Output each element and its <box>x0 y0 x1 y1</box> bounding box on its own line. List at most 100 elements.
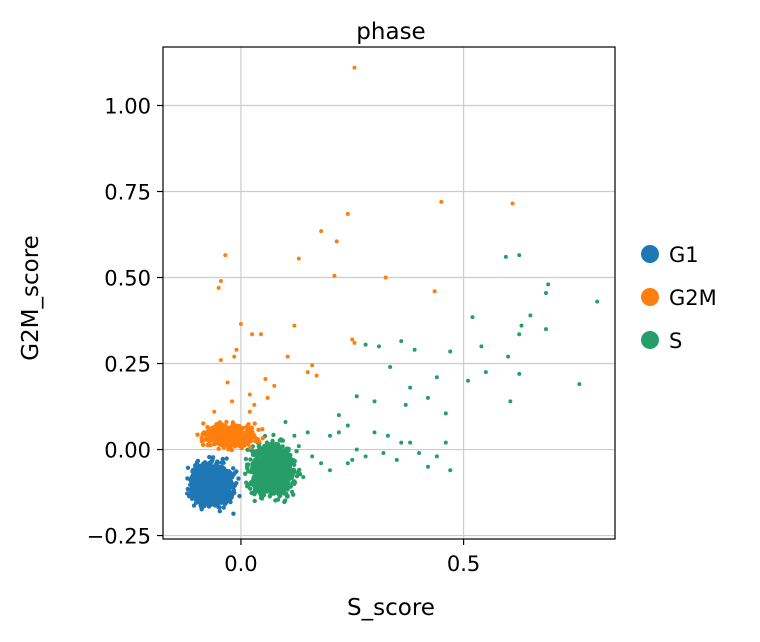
point-s <box>263 487 268 493</box>
point-s <box>287 464 292 469</box>
point-g2m <box>285 354 290 359</box>
point-s <box>259 496 265 501</box>
point-s <box>345 461 350 466</box>
point-g2m <box>234 433 240 439</box>
point-g2m <box>248 439 254 444</box>
point-s <box>546 282 551 287</box>
point-g2m <box>237 429 242 434</box>
point-s <box>434 454 439 459</box>
point-g2m <box>248 445 253 450</box>
point-s <box>345 423 350 428</box>
point-s <box>354 394 359 399</box>
point-s <box>247 486 253 491</box>
point-g2m <box>310 363 315 368</box>
x-axis-ticks: 0.0 0.5 <box>224 539 480 576</box>
point-s <box>284 452 289 458</box>
point-g1 <box>236 476 241 481</box>
point-g2m <box>227 427 233 433</box>
point-g1 <box>219 471 225 476</box>
point-g1 <box>198 463 203 469</box>
point-g1 <box>185 491 190 496</box>
point-g2m <box>247 409 252 414</box>
point-g2m <box>352 65 357 70</box>
point-s <box>292 481 297 486</box>
point-g1 <box>205 470 210 476</box>
point-g2m <box>439 199 444 204</box>
point-s <box>245 466 250 471</box>
point-g1 <box>204 487 209 493</box>
point-g2m <box>260 426 265 432</box>
point-s <box>261 447 267 452</box>
point-g2m <box>305 370 310 375</box>
point-g2m <box>247 392 252 397</box>
point-g1 <box>222 501 227 507</box>
legend-marker-g1 <box>641 245 659 263</box>
point-g1 <box>216 493 222 498</box>
point-s <box>354 447 359 452</box>
point-g1 <box>226 469 231 474</box>
point-g1 <box>195 458 201 464</box>
point-g2m <box>345 211 350 216</box>
point-g2m <box>230 399 235 404</box>
point-g2m <box>223 253 228 258</box>
point-g1 <box>196 470 201 475</box>
point-s <box>261 483 267 489</box>
point-g1 <box>189 475 194 480</box>
point-s <box>284 493 290 499</box>
point-s <box>266 487 272 492</box>
point-g1 <box>185 486 190 492</box>
point-g2m <box>256 439 261 444</box>
point-g2m <box>260 435 265 441</box>
point-g1 <box>229 479 234 485</box>
point-g1 <box>211 486 217 492</box>
point-s <box>425 395 430 400</box>
point-g2m <box>292 323 297 328</box>
point-s <box>296 444 301 449</box>
point-g2m <box>220 427 226 432</box>
point-g2m <box>332 273 337 278</box>
point-s <box>448 349 453 354</box>
point-s <box>274 467 279 472</box>
y-tick-label: 0.50 <box>104 267 151 291</box>
point-s <box>244 462 250 467</box>
point-g1 <box>212 469 217 475</box>
point-g1 <box>210 455 216 460</box>
point-g1 <box>188 482 193 487</box>
point-s <box>255 457 261 463</box>
point-g2m <box>225 380 230 385</box>
point-s <box>517 332 522 337</box>
legend-label-g1: G1 <box>669 243 699 267</box>
point-s <box>508 399 513 404</box>
x-axis-label: S_score <box>347 595 435 621</box>
point-g2m <box>232 425 237 430</box>
legend-label-g2m: G2M <box>669 286 717 310</box>
point-g2m <box>238 321 243 326</box>
point-s <box>270 438 275 444</box>
point-s <box>506 354 511 359</box>
point-g1 <box>222 481 227 487</box>
point-s <box>255 488 261 494</box>
point-s <box>448 468 453 473</box>
point-s <box>363 342 368 347</box>
point-s <box>503 254 508 259</box>
point-g2m <box>245 431 250 437</box>
point-s <box>252 498 257 504</box>
point-g1 <box>217 508 223 514</box>
point-s <box>350 457 355 462</box>
point-s <box>258 492 263 497</box>
point-g1 <box>199 498 205 503</box>
y-tick-label: 0.00 <box>104 439 151 463</box>
point-s <box>305 430 310 435</box>
point-g1 <box>203 480 209 486</box>
point-s <box>254 464 259 469</box>
point-g1 <box>208 468 213 473</box>
point-g2m <box>205 442 210 447</box>
point-s <box>528 313 533 318</box>
point-s <box>372 399 377 404</box>
point-s <box>260 458 265 464</box>
point-g2m <box>258 332 263 337</box>
point-s <box>595 299 600 304</box>
point-s <box>443 440 448 445</box>
point-g1 <box>229 495 234 500</box>
point-g2m <box>319 229 324 234</box>
